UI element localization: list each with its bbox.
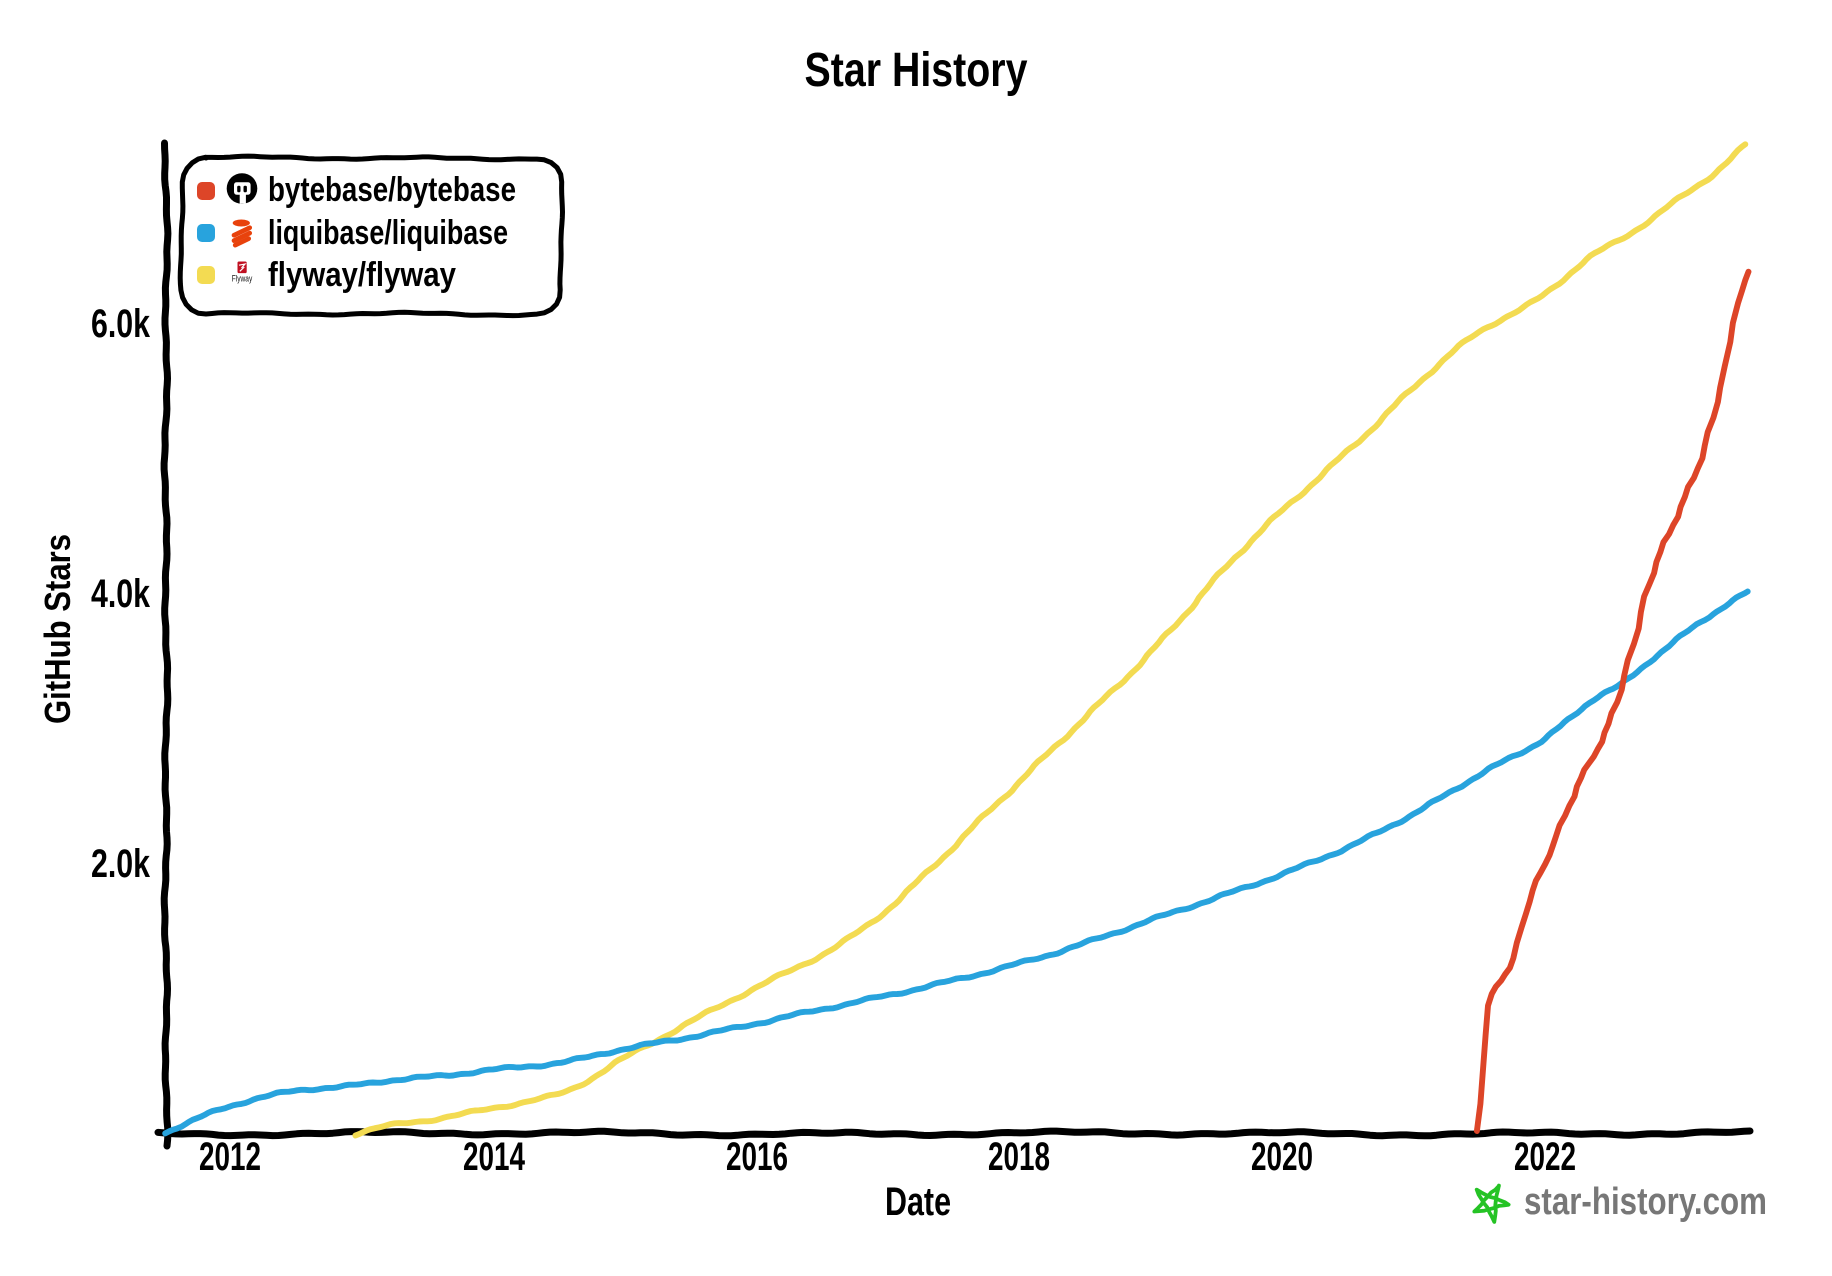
- svg-text:Star History: Star History: [805, 44, 1028, 97]
- svg-text:2016: 2016: [726, 1135, 788, 1179]
- svg-text:Flyway: Flyway: [232, 274, 253, 284]
- svg-text:flyway/flyway: flyway/flyway: [268, 256, 456, 294]
- svg-text:2020: 2020: [1251, 1135, 1313, 1179]
- svg-text:2.0k: 2.0k: [91, 842, 151, 886]
- svg-text:bytebase/bytebase: bytebase/bytebase: [268, 171, 516, 209]
- svg-text:2022: 2022: [1514, 1135, 1576, 1179]
- svg-text:2012: 2012: [199, 1135, 261, 1179]
- svg-text:GitHub Stars: GitHub Stars: [37, 534, 78, 724]
- svg-text:star-history.com: star-history.com: [1524, 1181, 1767, 1223]
- svg-text:liquibase/liquibase: liquibase/liquibase: [268, 214, 508, 252]
- svg-text:6.0k: 6.0k: [91, 302, 151, 346]
- svg-text:2018: 2018: [988, 1135, 1050, 1179]
- svg-text:4.0k: 4.0k: [91, 572, 151, 616]
- svg-text:Date: Date: [885, 1180, 951, 1224]
- svg-text:2014: 2014: [463, 1135, 526, 1179]
